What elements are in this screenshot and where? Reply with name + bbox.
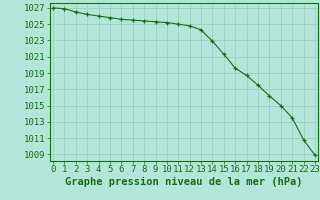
X-axis label: Graphe pression niveau de la mer (hPa): Graphe pression niveau de la mer (hPa) [65,177,303,187]
